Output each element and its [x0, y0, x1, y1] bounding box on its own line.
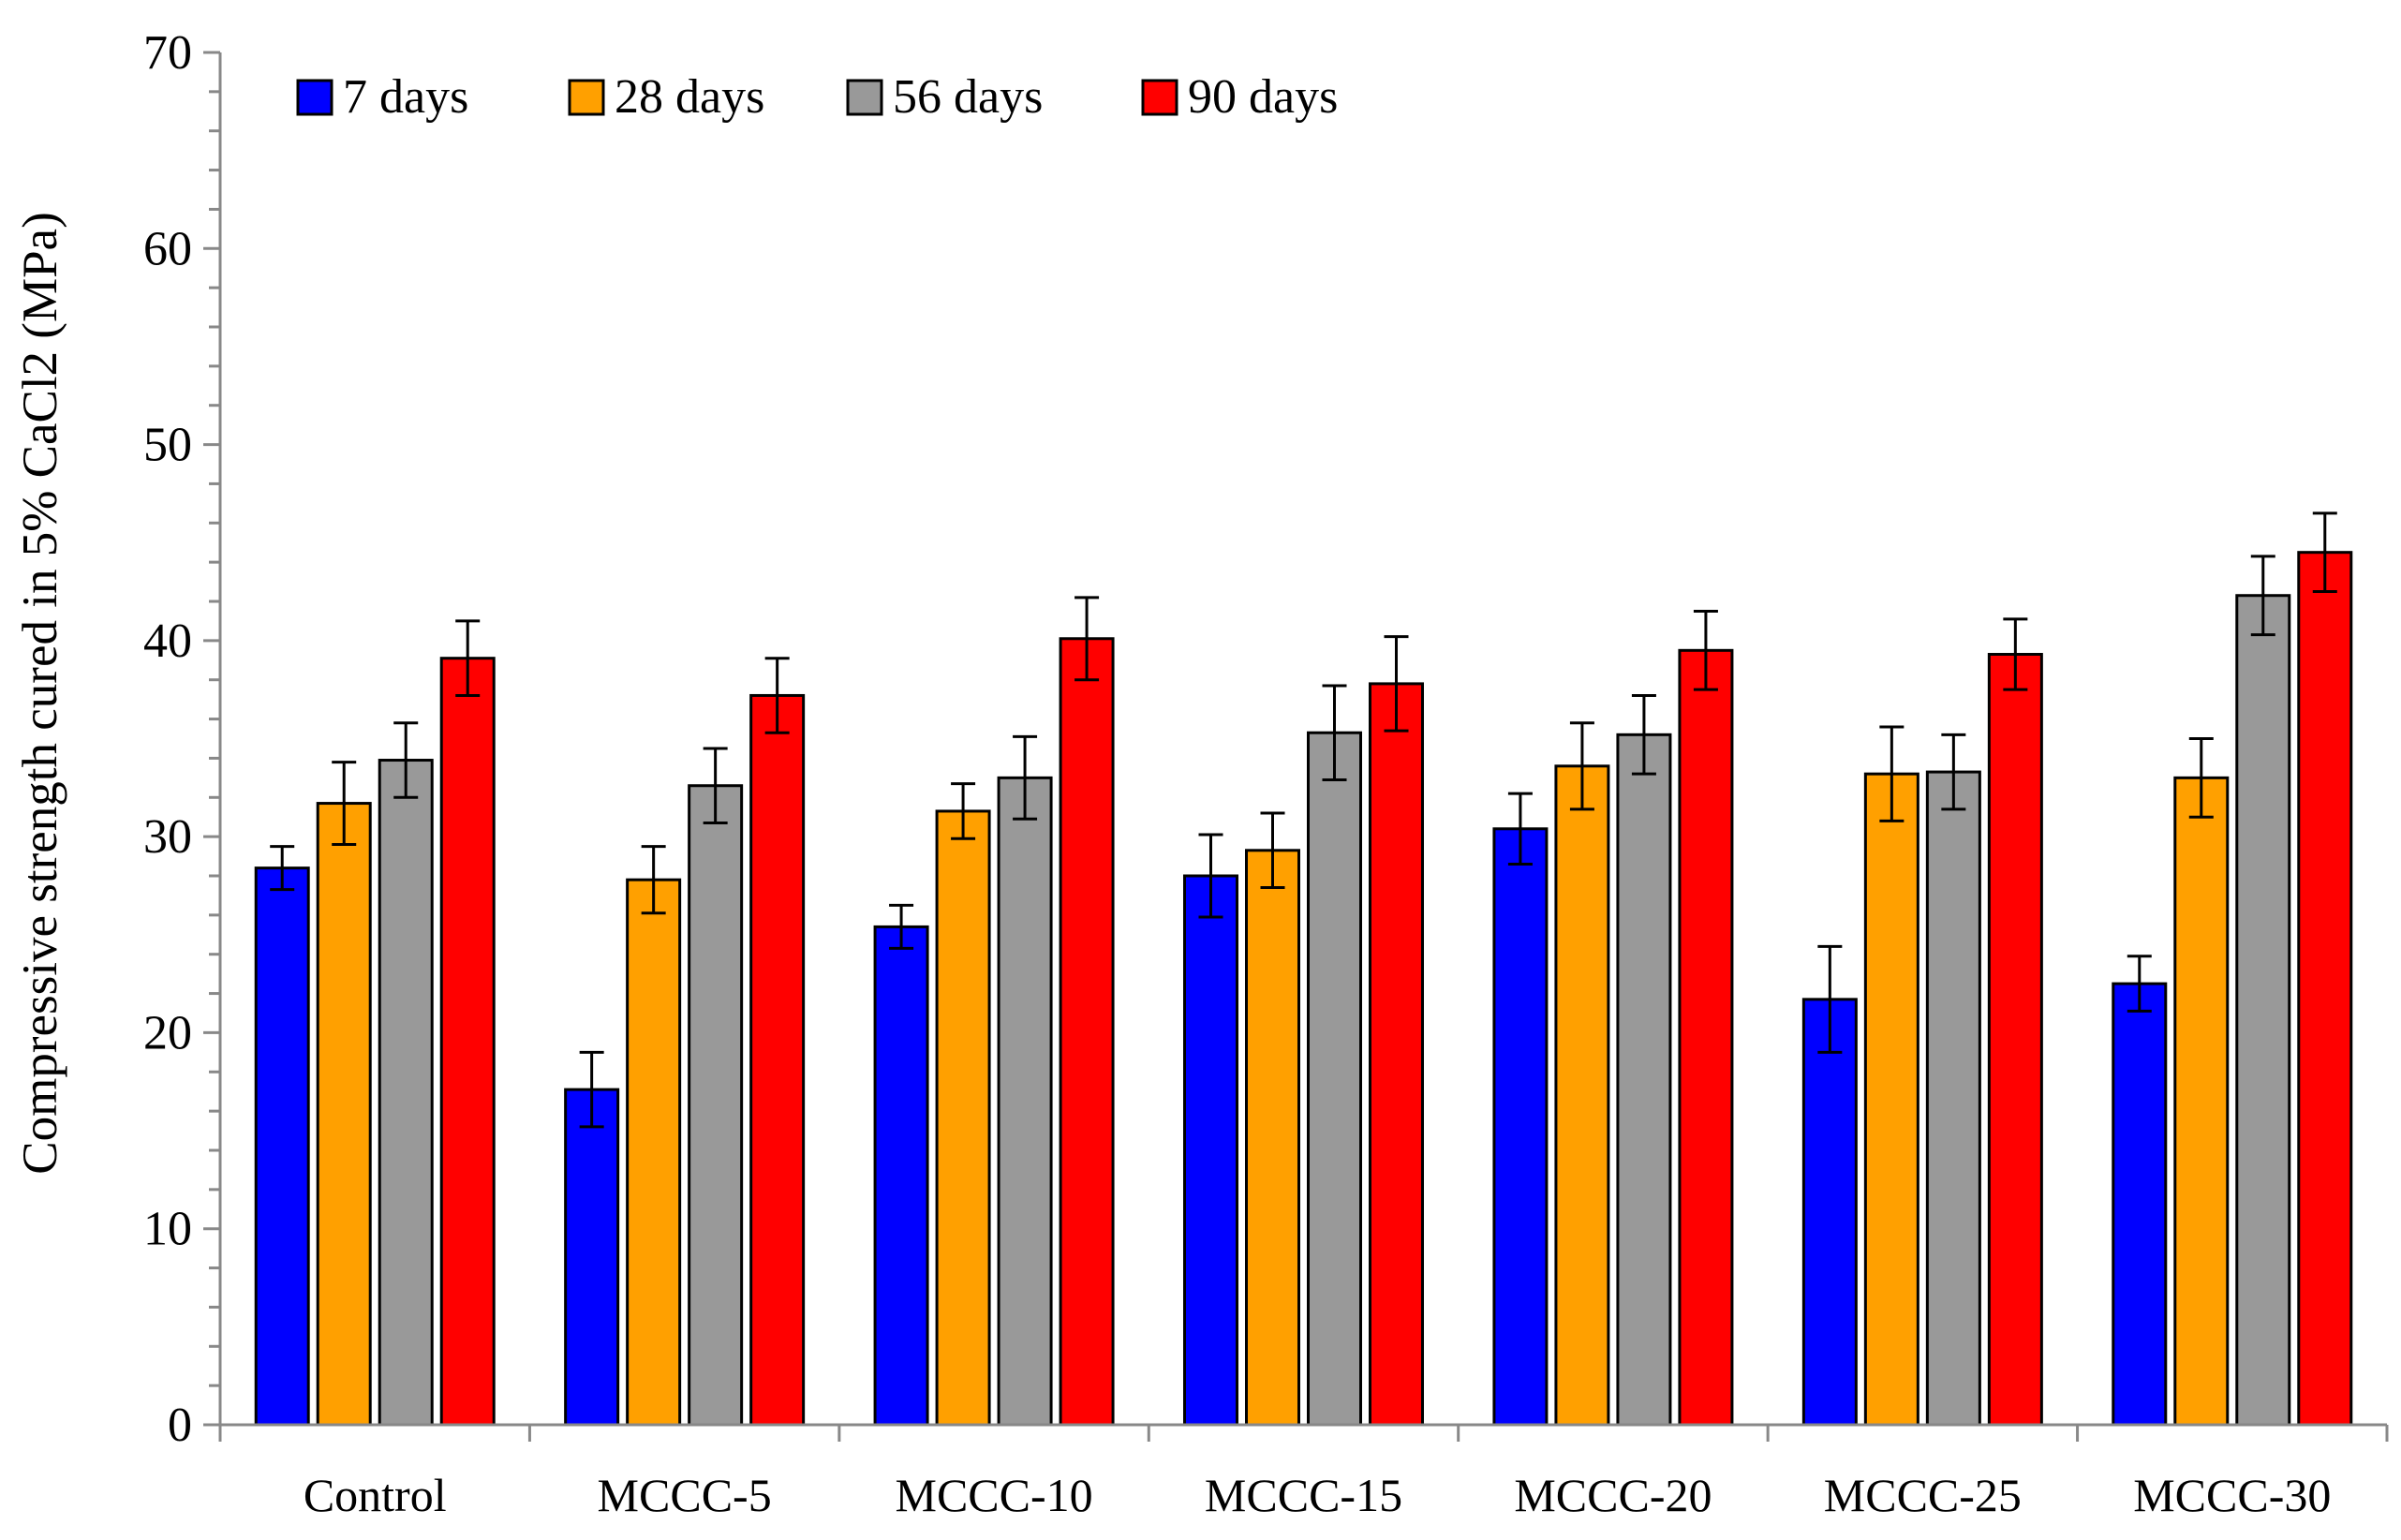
error-bar-28-days-mccc-10: [951, 782, 976, 840]
bar-90-days-control: [439, 657, 496, 1427]
legend-item-56-days: 56 days: [846, 70, 1043, 124]
category-label-mccc-30: MCCC-30: [2133, 1469, 2331, 1521]
category-label-mccc-15: MCCC-15: [1205, 1469, 1402, 1521]
error-bar-56-days-mccc-10: [1013, 734, 1038, 821]
bar-7-days-mccc-20: [1492, 827, 1549, 1427]
bar-56-days-mccc-25: [1925, 770, 1981, 1427]
error-bar-28-days-mccc-15: [1260, 811, 1285, 890]
bar-7-days-mccc-30: [2112, 982, 2168, 1427]
error-bar-28-days-mccc-20: [1569, 721, 1594, 811]
error-bar-56-days-mccc-25: [1941, 733, 1966, 811]
error-bars-layer: [270, 511, 2337, 1129]
bar-56-days-mccc-5: [688, 784, 744, 1427]
bar-7-days-mccc-15: [1183, 874, 1238, 1427]
legend-swatch: [1141, 79, 1178, 116]
bar-90-days-mccc-20: [1678, 648, 1734, 1427]
bar-28-days-mccc-25: [1863, 772, 1919, 1427]
bar-56-days-mccc-15: [1307, 731, 1362, 1427]
bar-28-days-mccc-5: [626, 878, 682, 1427]
bar-7-days-mccc-5: [564, 1088, 620, 1427]
error-bar-28-days-mccc-25: [1879, 725, 1904, 822]
bar-90-days-mccc-25: [1987, 653, 2043, 1427]
y-axis-title: Compressive strength cured in 5% CaCl2 (…: [13, 212, 67, 1174]
bar-56-days-mccc-10: [997, 776, 1053, 1427]
bar-56-days-control: [378, 759, 434, 1427]
error-bar-90-days-mccc-30: [2312, 511, 2337, 594]
bar-28-days-mccc-30: [2173, 776, 2230, 1427]
error-bar-56-days-control: [393, 721, 419, 799]
bar-56-days-mccc-20: [1616, 733, 1672, 1427]
legend-item-28-days: 28 days: [568, 70, 764, 124]
category-label-mccc-5: MCCC-5: [598, 1469, 772, 1521]
legend-swatch: [296, 79, 333, 116]
y-tick-label: 20: [143, 1006, 192, 1059]
category-label-mccc-25: MCCC-25: [1824, 1469, 2022, 1521]
bar-28-days-control: [316, 802, 372, 1427]
bar-28-days-mccc-15: [1245, 849, 1300, 1427]
y-tick-label: 0: [168, 1399, 192, 1452]
error-bar-7-days-mccc-20: [1507, 792, 1533, 866]
y-tick-label: 50: [143, 419, 192, 472]
y-tick-label: 60: [143, 222, 192, 275]
bar-7-days-mccc-10: [873, 925, 929, 1427]
error-bar-7-days-mccc-5: [579, 1050, 604, 1129]
legend-item-7-days: 7 days: [296, 70, 468, 124]
legend-label: 56 days: [893, 70, 1043, 124]
error-bar-90-days-mccc-5: [764, 657, 790, 734]
error-bar-28-days-mccc-30: [2188, 737, 2214, 819]
error-bar-56-days-mccc-15: [1322, 684, 1347, 781]
axes-layer: 0 10 20 30 40 50 60 70 Control MCCC-5 MCCC-10 MCCC-…: [143, 26, 2389, 1521]
legend: 7 days 28 days 56 days 90 days: [296, 70, 1338, 124]
error-bar-56-days-mccc-20: [1631, 693, 1656, 776]
y-tick-label: 30: [143, 810, 192, 864]
category-label-control: Control: [304, 1469, 447, 1521]
bar-28-days-mccc-20: [1554, 764, 1610, 1427]
error-bar-90-days-control: [455, 619, 481, 697]
error-bar-56-days-mccc-5: [703, 747, 728, 824]
y-tick-label: 10: [143, 1203, 192, 1256]
legend-label: 28 days: [615, 70, 764, 124]
bar-7-days-mccc-25: [1801, 998, 1858, 1427]
error-bar-90-days-mccc-25: [2003, 617, 2028, 691]
error-bar-7-days-mccc-10: [889, 903, 914, 950]
bar-28-days-mccc-10: [935, 809, 991, 1427]
legend-label: 90 days: [1188, 70, 1338, 124]
category-label-mccc-10: MCCC-10: [895, 1469, 1092, 1521]
category-label-mccc-20: MCCC-20: [1514, 1469, 1712, 1521]
error-bar-7-days-mccc-25: [1817, 944, 1843, 1054]
error-bar-7-days-mccc-30: [2127, 955, 2152, 1013]
error-bar-56-days-mccc-30: [2250, 555, 2275, 637]
error-bar-90-days-mccc-10: [1075, 596, 1100, 682]
error-bar-28-days-control: [332, 761, 357, 847]
error-bar-7-days-control: [270, 845, 295, 892]
legend-item-90-days: 90 days: [1141, 70, 1338, 124]
error-bar-90-days-mccc-20: [1693, 609, 1718, 691]
bar-90-days-mccc-30: [2297, 551, 2353, 1427]
error-bar-28-days-mccc-5: [641, 845, 666, 915]
legend-swatch: [568, 79, 605, 116]
legend-label: 7 days: [343, 70, 468, 124]
y-tick-label: 40: [143, 615, 192, 668]
bar-90-days-mccc-10: [1059, 637, 1115, 1427]
bar-7-days-control: [254, 866, 310, 1427]
error-bar-90-days-mccc-15: [1384, 635, 1409, 733]
y-tick-label: 70: [143, 26, 192, 80]
bar-56-days-mccc-30: [2235, 594, 2291, 1427]
bar-90-days-mccc-5: [749, 693, 806, 1427]
bar-90-days-mccc-15: [1369, 682, 1424, 1427]
error-bar-7-days-mccc-15: [1198, 833, 1223, 919]
bars-layer: [254, 551, 2353, 1427]
legend-swatch: [846, 79, 883, 116]
